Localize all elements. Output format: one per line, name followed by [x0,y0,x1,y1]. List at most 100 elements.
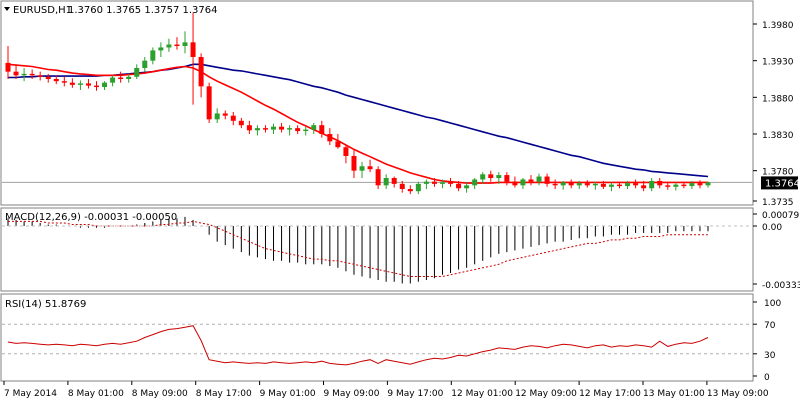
candle-body [592,183,598,186]
time-tick-label: 12 May 09:00 [515,389,577,399]
candle-body [496,175,502,178]
candle-body [303,129,309,132]
candle-body [351,156,357,171]
rsi-tick-label: 70 [764,321,776,331]
price-tick-label: 1.3880 [762,94,794,104]
candle-body [649,180,655,189]
candle-body [158,47,164,51]
candle-body [544,176,550,184]
candle-body [271,126,277,130]
candle-body [480,174,486,180]
candle-body [150,50,156,61]
macd-tick-label: 0.00 [762,223,782,233]
candle-body [279,126,285,130]
symbol-label: EURUSD,H1 [13,5,72,16]
price-tick-label: 1.3735 [762,198,794,208]
candle-body [21,73,27,76]
candle-body [190,42,196,57]
price-tick-label: 1.3980 [762,21,794,31]
candle-body [488,174,494,178]
candle-body [166,44,172,48]
candle-body [431,181,437,184]
candle-body [681,184,687,187]
candle-body [222,113,228,116]
candle-body [214,113,220,120]
candle-body [633,183,639,186]
candle-body [174,44,180,46]
candle-body [512,181,518,186]
candle-body [198,57,204,87]
candle-body [584,183,590,186]
candle-body [327,134,333,142]
candle-body [126,76,132,79]
time-tick-label: 12 May 01:00 [451,389,513,399]
candle-body [335,141,341,148]
price-tick-label: 1.3830 [762,131,794,141]
candle-body [568,182,574,186]
candle-body [287,128,293,130]
candle-body [520,179,526,186]
candle-body [61,81,67,83]
time-tick-label: 9 May 09:00 [324,389,380,399]
time-tick-label: 8 May 09:00 [132,389,188,399]
candle-body [464,185,470,189]
candle-body [13,71,19,76]
candle-body [705,182,711,186]
candle-body [262,128,268,130]
ma-fast-layer [7,63,708,184]
candle-body [206,86,212,120]
candle-body [423,181,429,184]
candle-body [415,183,421,192]
candle-body [359,166,365,171]
macd-axis: 0.00079 0.00 -0.00333 [2,211,800,291]
candle-body [657,180,663,186]
candle-body [53,79,59,82]
candle-body [472,179,478,186]
dropdown-triangle-icon[interactable] [4,7,10,11]
candle-body [5,62,11,72]
macd-bars-layer [7,216,709,284]
time-tick-label: 8 May 17:00 [196,389,252,399]
time-axis: 7 May 2014 8 May 01:00 8 May 09:00 8 May 17… [3,381,769,399]
macd-label: MACD(12,26,9) -0.00031 -0.00050 [5,212,177,223]
candle-body [641,185,647,189]
candle-body [391,178,397,184]
candle-body [134,68,140,77]
candle-body [182,42,188,46]
candle-body [142,60,148,68]
candle-body [77,83,83,85]
candle-body [85,83,91,86]
candle-body [536,176,542,182]
rsi-tick-label: 100 [764,299,781,309]
candle-body [375,169,381,186]
time-tick-label: 13 May 01:00 [643,389,705,399]
candle-body [118,77,124,79]
candle-body [608,184,614,187]
candle-body [600,183,606,187]
candle-body [576,183,582,186]
price-tick-label: 1.3780 [762,168,794,178]
time-tick-label: 7 May 2014 [4,389,57,399]
candle-body [37,75,43,77]
rsi-axis: 100 70 30 0 [753,299,781,383]
candle-body [254,128,260,131]
rsi-tick-label: 30 [764,351,776,361]
candle-body [448,182,454,184]
candle-body [343,147,349,156]
candle-body [311,125,317,130]
rsi-panel [0,293,754,382]
candle-body [367,166,373,170]
candle-body [295,128,301,132]
candle-body [439,182,445,184]
candle-body [29,73,35,76]
candle-body [94,85,100,88]
time-tick-label: 9 May 01:00 [260,389,316,399]
ohlc-label: 1.3760 1.3765 1.3757 1.3764 [68,5,218,16]
candle-body [625,183,631,187]
candle-body [399,183,405,189]
candle-body [456,183,462,189]
ma-fast-line [7,63,708,184]
candle-body [230,115,236,121]
rsi-tick-label: 0 [764,373,770,383]
